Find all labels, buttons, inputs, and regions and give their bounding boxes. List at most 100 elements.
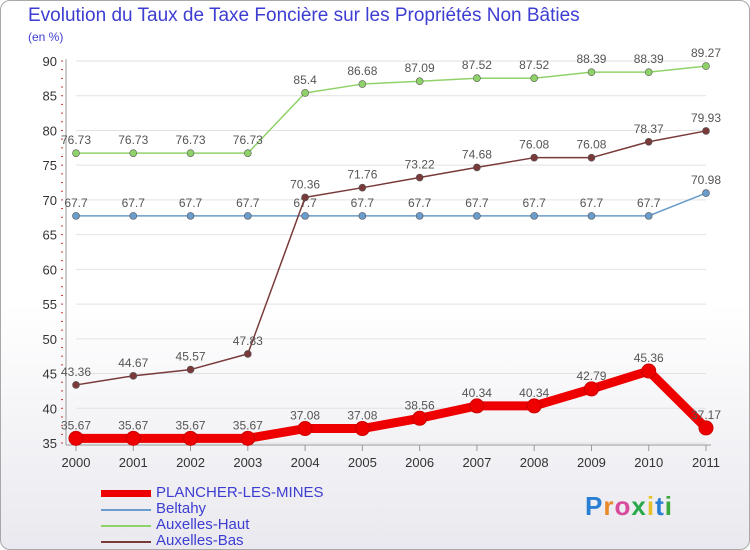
data-label: 37.08: [347, 409, 377, 423]
data-point: [358, 183, 367, 192]
data-label: 76.08: [519, 138, 549, 152]
data-label: 67.7: [523, 196, 547, 210]
data-label: 67.7: [351, 196, 375, 210]
data-label: 43.36: [61, 365, 91, 379]
x-tick-label: 2009: [577, 455, 606, 470]
data-label: 67.7: [236, 196, 260, 210]
y-tick-label: 75: [43, 158, 57, 173]
y-tick-label: 35: [43, 436, 57, 451]
y-tick-label: 85: [43, 89, 57, 104]
data-point: [644, 137, 653, 146]
data-label: 35.67: [61, 418, 91, 432]
data-point: [183, 430, 199, 446]
data-label: 87.52: [462, 58, 492, 72]
data-label: 35.67: [233, 418, 263, 432]
data-label: 38.56: [405, 398, 435, 412]
data-point: [354, 421, 370, 437]
y-tick-label: 90: [43, 54, 57, 69]
data-point: [415, 173, 424, 182]
data-point: [244, 149, 252, 157]
data-point: [702, 62, 710, 70]
data-label: 88.39: [576, 52, 606, 66]
data-point: [587, 212, 596, 220]
data-label: 45.57: [176, 350, 206, 364]
data-label: 78.37: [634, 122, 664, 136]
data-point: [186, 365, 195, 374]
data-label: 70.98: [691, 173, 721, 187]
y-tick-label: 70: [43, 193, 57, 208]
y-tick-label: 60: [43, 262, 57, 277]
data-point: [240, 430, 256, 446]
data-point: [469, 398, 485, 414]
data-point: [473, 163, 481, 172]
unit-label: (en %): [28, 30, 64, 44]
data-point: [530, 153, 538, 162]
legend-swatch: [101, 509, 151, 511]
series-line: [76, 192, 707, 217]
data-label: 67.7: [408, 196, 432, 210]
data-label: 70.36: [290, 177, 320, 191]
data-point: [587, 68, 596, 76]
legend-swatch: [101, 490, 151, 497]
data-label: 45.36: [634, 351, 664, 365]
data-label: 71.76: [347, 168, 377, 182]
data-point: [244, 350, 252, 358]
y-tick-label: 40: [43, 401, 57, 416]
y-tick-label: 50: [43, 332, 57, 347]
x-tick-label: 2007: [462, 455, 491, 470]
data-label: 79.93: [691, 111, 721, 125]
data-label: 88.39: [634, 52, 664, 66]
data-label: 76.73: [118, 133, 148, 147]
data-point: [530, 74, 538, 83]
data-point: [186, 149, 195, 157]
data-label: 67.7: [637, 196, 661, 210]
logo-letter: o: [614, 491, 632, 521]
logo-letter: x: [631, 491, 647, 521]
data-label: 76.73: [61, 133, 91, 147]
x-tick-label: 2000: [62, 455, 91, 470]
y-tick-label: 65: [43, 228, 57, 243]
data-point: [72, 149, 80, 157]
proxiti-logo: Proxiti: [585, 491, 673, 522]
series-line: [75, 130, 707, 386]
data-label: 73.22: [405, 158, 435, 172]
data-point: [641, 363, 657, 379]
x-tick-label: 2010: [634, 455, 663, 470]
data-point: [297, 421, 313, 437]
data-label: 87.09: [405, 61, 435, 75]
data-point: [129, 372, 138, 380]
data-point: [72, 381, 80, 389]
data-point: [473, 74, 481, 83]
data-point: [244, 212, 252, 220]
x-tick-label: 2001: [119, 455, 148, 470]
data-point: [186, 212, 195, 220]
data-label: 76.08: [576, 138, 606, 152]
logo-letter: i: [646, 491, 656, 521]
chart-title: Evolution du Taux de Taxe Foncière sur l…: [28, 5, 580, 26]
data-label: 35.67: [176, 418, 206, 432]
data-point: [583, 381, 599, 397]
data-label: 40.34: [462, 386, 492, 400]
legend-label: Beltahy: [156, 500, 207, 517]
data-label: 67.7: [122, 196, 146, 210]
data-label: 76.73: [176, 133, 206, 147]
data-point: [473, 212, 481, 220]
data-point: [702, 127, 710, 135]
x-tick-label: 2002: [176, 455, 205, 470]
data-label: 44.67: [118, 356, 148, 370]
logo-letter: P: [585, 491, 604, 521]
y-tick-label: 55: [43, 297, 57, 312]
data-point: [412, 410, 428, 426]
y-tick-label: 80: [43, 123, 57, 138]
data-label: 76.73: [233, 133, 263, 147]
data-label: 89.27: [691, 46, 721, 60]
data-label: 67.7: [179, 196, 203, 210]
data-label: 74.68: [462, 147, 492, 161]
data-label: 87.52: [519, 58, 549, 72]
data-label: 86.68: [347, 64, 377, 78]
series-line: [76, 366, 710, 443]
x-tick-label: 2005: [348, 455, 377, 470]
data-point: [301, 193, 309, 202]
